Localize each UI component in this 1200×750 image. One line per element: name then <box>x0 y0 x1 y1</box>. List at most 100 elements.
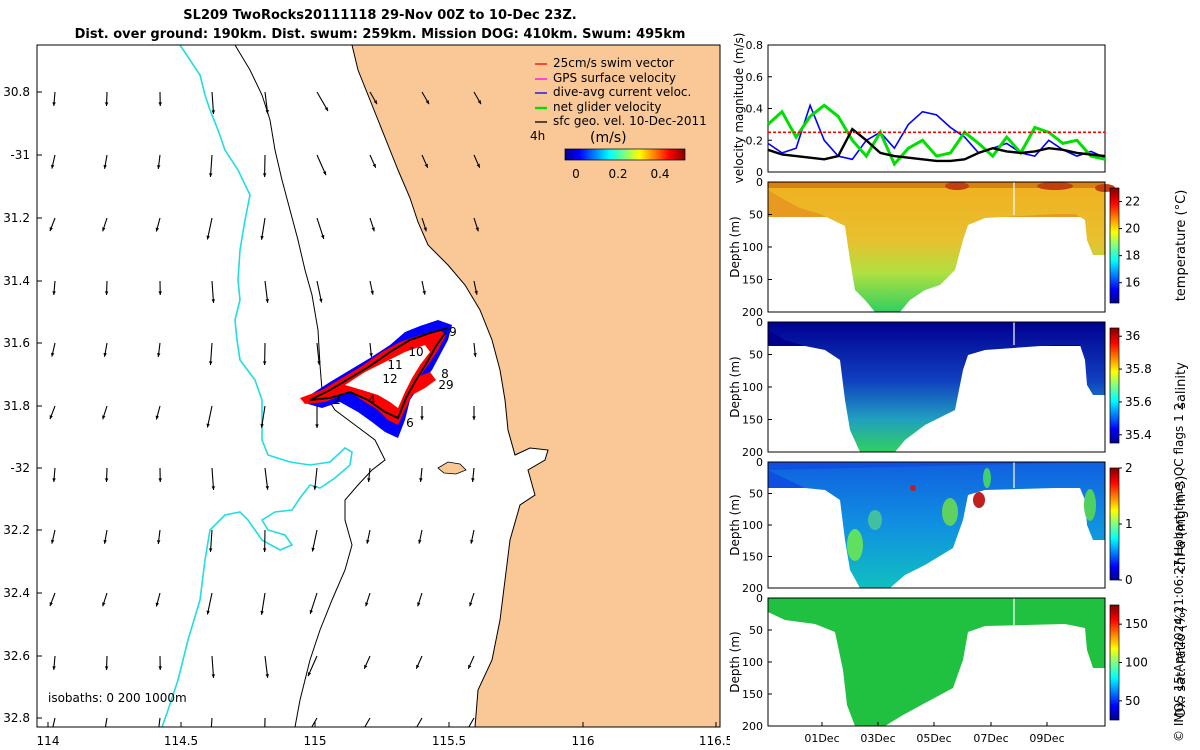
time-xtick-label: 09Dec <box>1029 732 1064 745</box>
map-legend: 25cm/s swim vector GPS surface velocity … <box>530 56 707 181</box>
day-label: 4 <box>368 393 376 407</box>
colorbar-tick-label: 150 <box>1125 617 1148 631</box>
velocity-ytick-label: 0 <box>756 166 763 179</box>
temperature-panel: 0 50 100 150 200 Depth (m) <box>728 176 1115 319</box>
colorbar-tick-label: 18 <box>1125 249 1140 263</box>
depth-ytick-label: 200 <box>742 306 763 319</box>
map-xtick-label: 116.5 <box>699 734 730 748</box>
map-ytick-label: 32.2 <box>3 523 30 537</box>
velocity-ytick-label: 0.6 <box>746 71 764 84</box>
day-label: 6 <box>406 416 414 430</box>
chart-title-line2: Dist. over ground: 190km. Dist. swum: 25… <box>74 27 686 42</box>
depth-ytick-label: 50 <box>749 349 763 362</box>
colorbar-tick-label: 0 <box>1125 573 1133 587</box>
map-xtick-label: 114 <box>37 734 60 748</box>
velocity-ytick-label: 0.8 <box>746 39 764 52</box>
map-ytick-label: 31.8 <box>3 399 30 413</box>
colorbar-tick-label: 1 <box>1125 517 1133 531</box>
legend-dive-avg: dive-avg current veloc. <box>553 85 691 99</box>
temperature-ylabel: Depth (m) <box>728 216 742 277</box>
colorbar-label: temperature (°C) <box>1174 190 1189 302</box>
colorbar-tick-label: 35.8 <box>1125 362 1152 376</box>
depth-ytick-label: 150 <box>742 274 763 287</box>
oxygen-panel: 0 50 100 150 200 Depth (m) 01Dec 03Dec 05Dec 07… <box>728 592 1106 745</box>
depth-ytick-label: 150 <box>742 414 763 427</box>
colorbar-tick-0: 0 <box>572 167 580 181</box>
coastline <box>351 45 549 727</box>
day-label: 2 <box>333 393 341 407</box>
colorbar <box>1109 327 1120 444</box>
colorbar-tick-label: 20 <box>1125 222 1140 236</box>
colorbar-tick-label: 100 <box>1125 656 1148 670</box>
time-xtick-label: 01Dec <box>804 732 839 745</box>
map-ytick-label: 32.6 <box>3 649 30 663</box>
depth-ytick-label: 100 <box>742 241 763 254</box>
map-ytick-label: -32 <box>10 461 30 475</box>
time-xtick-label: 05Dec <box>916 732 951 745</box>
colorbar-label: chl-a (mg m-3) <box>1174 476 1189 573</box>
colorbar-tick-label: 16 <box>1125 276 1140 290</box>
depth-ytick-label: 0 <box>756 316 763 329</box>
velocity-ytick-label: 0.4 <box>746 103 764 116</box>
map-ytick-label: 31.6 <box>3 336 30 350</box>
depth-ytick-label: 100 <box>742 656 763 669</box>
depth-ytick-label: 0 <box>756 456 763 469</box>
colorbar <box>1109 604 1120 721</box>
colorbar-tick-label: 35.6 <box>1125 395 1152 409</box>
velocity-series-line <box>767 127 1106 163</box>
legend-gps-velocity: GPS surface velocity <box>553 71 676 85</box>
map-xtick-label: 115 <box>304 734 327 748</box>
glider-track-inner <box>345 345 430 408</box>
depth-ytick-label: 50 <box>749 624 763 637</box>
salinity-panel: 0 50 100 150 200 Depth (m) <box>728 316 1106 459</box>
colorbar-tick-label: 35.4 <box>1125 428 1152 442</box>
salinity-ylabel: Depth (m) <box>728 356 742 417</box>
colorbar-tick-2: 0.4 <box>650 167 669 181</box>
depth-ytick-label: 200 <box>742 720 763 733</box>
depth-ytick-label: 200 <box>742 446 763 459</box>
oxygen-ylabel: Depth (m) <box>728 631 742 692</box>
colorbar <box>1109 467 1120 581</box>
time-label: 4h <box>530 129 545 143</box>
legend-sfc-geo: sfc geo. vel. 10-Dec-2011 <box>553 114 707 128</box>
chlorophyll-blooms <box>847 468 1096 561</box>
day-label: 29 <box>438 378 453 392</box>
colorbar-label: salinity <box>1174 362 1189 409</box>
legend-net-velocity: net glider velocity <box>553 100 661 114</box>
credit-text: © IMOS 15-Apr-2024 21:06:27 Hobart time.… <box>1172 402 1186 742</box>
map-ytick-label: 30.8 <box>3 85 30 99</box>
velocity-panel: 0 0.2 0.4 0.6 0.8 velocity magnitude (m/s) <box>732 33 1106 184</box>
depth-ytick-label: 0 <box>756 176 763 189</box>
map-ytick-label: 32.4 <box>3 586 30 600</box>
map-xtick-label: 115.5 <box>432 734 466 748</box>
land-area <box>352 45 720 727</box>
map-xtick-label: 114.5 <box>164 734 198 748</box>
velocity-series-line <box>767 102 1106 161</box>
depth-ytick-label: 200 <box>742 582 763 595</box>
time-xtick-label: 07Dec <box>973 732 1008 745</box>
chlorophyll-panel: 0 50 100 150 200 Depth (m) <box>728 456 1106 595</box>
day-label: 10 <box>408 345 423 359</box>
legend-swim-vector: 25cm/s swim vector <box>553 56 674 70</box>
map-ytick-label: 32.8 <box>3 711 30 725</box>
day-label: 8 <box>441 367 449 381</box>
depth-ytick-label: 150 <box>742 551 763 564</box>
glider-track-black <box>309 327 449 420</box>
depth-ytick-label: 150 <box>742 688 763 701</box>
depth-ytick-label: 50 <box>749 209 763 222</box>
right-panels: 0 0.2 0.4 0.6 0.8 velocity magnitude (m/s) 0… <box>728 33 1189 745</box>
colorbar-tick-label: 50 <box>1125 694 1140 708</box>
isobath-200m <box>234 45 386 727</box>
day-label: 12 <box>382 372 397 386</box>
map-axis-ticks: 114 114.5 115 115.5 116 116.530.8-3131.231.43… <box>3 85 730 748</box>
day-label: 11 <box>387 358 402 372</box>
colorbar-tick-label: 2 <box>1125 461 1133 475</box>
speed-colorbar <box>564 148 686 161</box>
velocity-ytick-label: 0.2 <box>746 134 764 147</box>
colorbar-tick-label: 22 <box>1125 195 1140 209</box>
velocity-ylabel: velocity magnitude (m/s) <box>732 33 746 184</box>
island <box>437 461 467 475</box>
